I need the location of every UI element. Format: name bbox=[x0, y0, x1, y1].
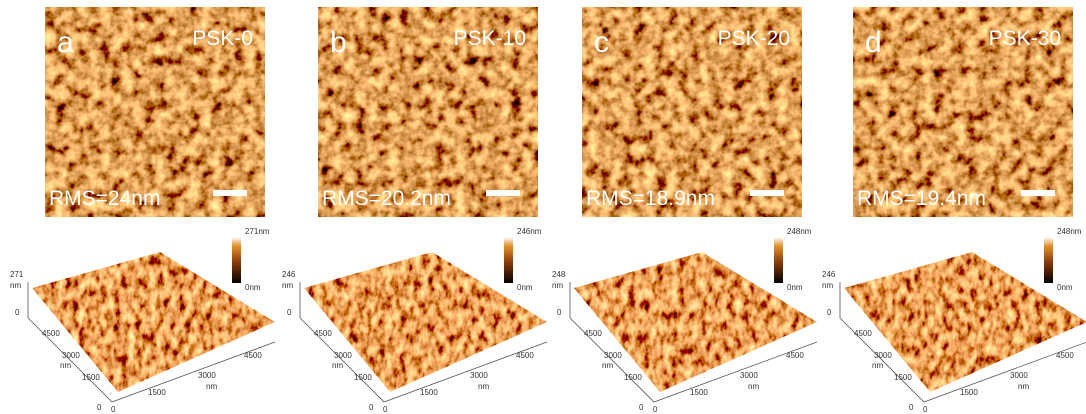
rms-label: RMS=18.9nm bbox=[586, 187, 715, 210]
sample-name: PSK-0 bbox=[192, 27, 253, 50]
y-axis-unit: nm bbox=[872, 361, 883, 370]
y-tick-label: 1500 bbox=[354, 373, 372, 382]
z-axis-max: 246 bbox=[822, 270, 836, 279]
z-axis-unit: nm bbox=[282, 281, 293, 290]
colorbar bbox=[232, 237, 241, 283]
y-tick-label: 3000 bbox=[334, 351, 352, 360]
y-tick-label: 3000 bbox=[874, 351, 892, 360]
rms-label: RMS=20.2nm bbox=[322, 187, 451, 210]
z-axis-min: 0 bbox=[15, 308, 20, 317]
z-axis-unit: nm bbox=[552, 281, 563, 290]
y-axis-unit: nm bbox=[332, 361, 343, 370]
sample-name: PSK-20 bbox=[718, 27, 790, 50]
y-tick-label: 4500 bbox=[314, 329, 332, 338]
rms-label: RMS=24nm bbox=[49, 187, 160, 210]
y-axis-unit: nm bbox=[60, 361, 71, 370]
y-axis-origin: 0 bbox=[909, 403, 914, 412]
x-tick-label: 3000 bbox=[1010, 371, 1028, 380]
x-tick-label: 3000 bbox=[740, 371, 758, 380]
z-axis-min: 0 bbox=[557, 308, 562, 317]
y-axis-origin: 0 bbox=[369, 403, 374, 412]
x-axis-unit: nm bbox=[1018, 382, 1029, 391]
colorbar bbox=[774, 237, 783, 283]
x-tick-label: 3000 bbox=[470, 371, 488, 380]
x-axis-origin: 0 bbox=[653, 405, 658, 414]
x-axis-origin: 0 bbox=[383, 405, 388, 414]
figure: aPSK-0RMS=24nm271nm0nm271nm0450030001500… bbox=[0, 0, 1086, 414]
x-axis-origin: 0 bbox=[111, 405, 116, 414]
x-tick-label: 1500 bbox=[960, 388, 978, 397]
sample-name: PSK-30 bbox=[989, 27, 1061, 50]
scale-bar bbox=[486, 190, 520, 196]
colorbar bbox=[1044, 237, 1053, 283]
sample-name: PSK-10 bbox=[454, 27, 526, 50]
panel-letter: c bbox=[594, 26, 609, 59]
x-tick-label: 1500 bbox=[420, 388, 438, 397]
z-axis-max: 246 bbox=[282, 270, 296, 279]
y-axis-unit: nm bbox=[602, 361, 613, 370]
rms-label: RMS=19.4nm bbox=[857, 187, 986, 210]
y-axis-origin: 0 bbox=[97, 403, 102, 412]
scale-bar bbox=[213, 190, 247, 196]
z-axis-min: 0 bbox=[287, 308, 292, 317]
x-axis-origin: 0 bbox=[923, 405, 928, 414]
z-axis-unit: nm bbox=[10, 281, 21, 290]
x-axis-unit: nm bbox=[206, 382, 217, 391]
panel-letter: b bbox=[330, 26, 347, 59]
y-axis-origin: 0 bbox=[639, 403, 644, 412]
panel-letter: a bbox=[57, 26, 74, 59]
colorbar-min: 0nm bbox=[245, 283, 261, 292]
y-tick-label: 3000 bbox=[604, 351, 622, 360]
colorbar-max: 248nm bbox=[1057, 227, 1082, 236]
y-tick-label: 1500 bbox=[82, 373, 100, 382]
z-axis-max: 248 bbox=[552, 270, 566, 279]
colorbar bbox=[504, 237, 513, 283]
x-axis-unit: nm bbox=[748, 382, 759, 391]
x-tick-label: 1500 bbox=[148, 388, 166, 397]
colorbar-max: 271nm bbox=[245, 227, 270, 236]
x-tick-label: 4500 bbox=[516, 351, 534, 360]
z-axis-max: 271 bbox=[10, 270, 24, 279]
colorbar-max: 246nm bbox=[517, 227, 542, 236]
z-axis-min: 0 bbox=[827, 308, 832, 317]
y-tick-label: 4500 bbox=[854, 329, 872, 338]
y-tick-label: 4500 bbox=[42, 329, 60, 338]
x-tick-label: 4500 bbox=[244, 351, 262, 360]
colorbar-min: 0nm bbox=[517, 283, 533, 292]
x-tick-label: 4500 bbox=[786, 351, 804, 360]
panel-letter: d bbox=[865, 26, 882, 59]
scale-bar bbox=[1021, 190, 1055, 196]
scale-bar bbox=[750, 190, 784, 196]
y-tick-label: 4500 bbox=[584, 329, 602, 338]
y-tick-label: 3000 bbox=[62, 351, 80, 360]
x-tick-label: 4500 bbox=[1056, 351, 1074, 360]
x-tick-label: 3000 bbox=[198, 371, 216, 380]
z-axis-unit: nm bbox=[822, 281, 833, 290]
colorbar-max: 248nm bbox=[787, 227, 812, 236]
colorbar-min: 0nm bbox=[787, 283, 803, 292]
colorbar-min: 0nm bbox=[1057, 283, 1073, 292]
x-axis-unit: nm bbox=[478, 382, 489, 391]
y-tick-label: 1500 bbox=[894, 373, 912, 382]
y-tick-label: 1500 bbox=[624, 373, 642, 382]
x-tick-label: 1500 bbox=[690, 388, 708, 397]
